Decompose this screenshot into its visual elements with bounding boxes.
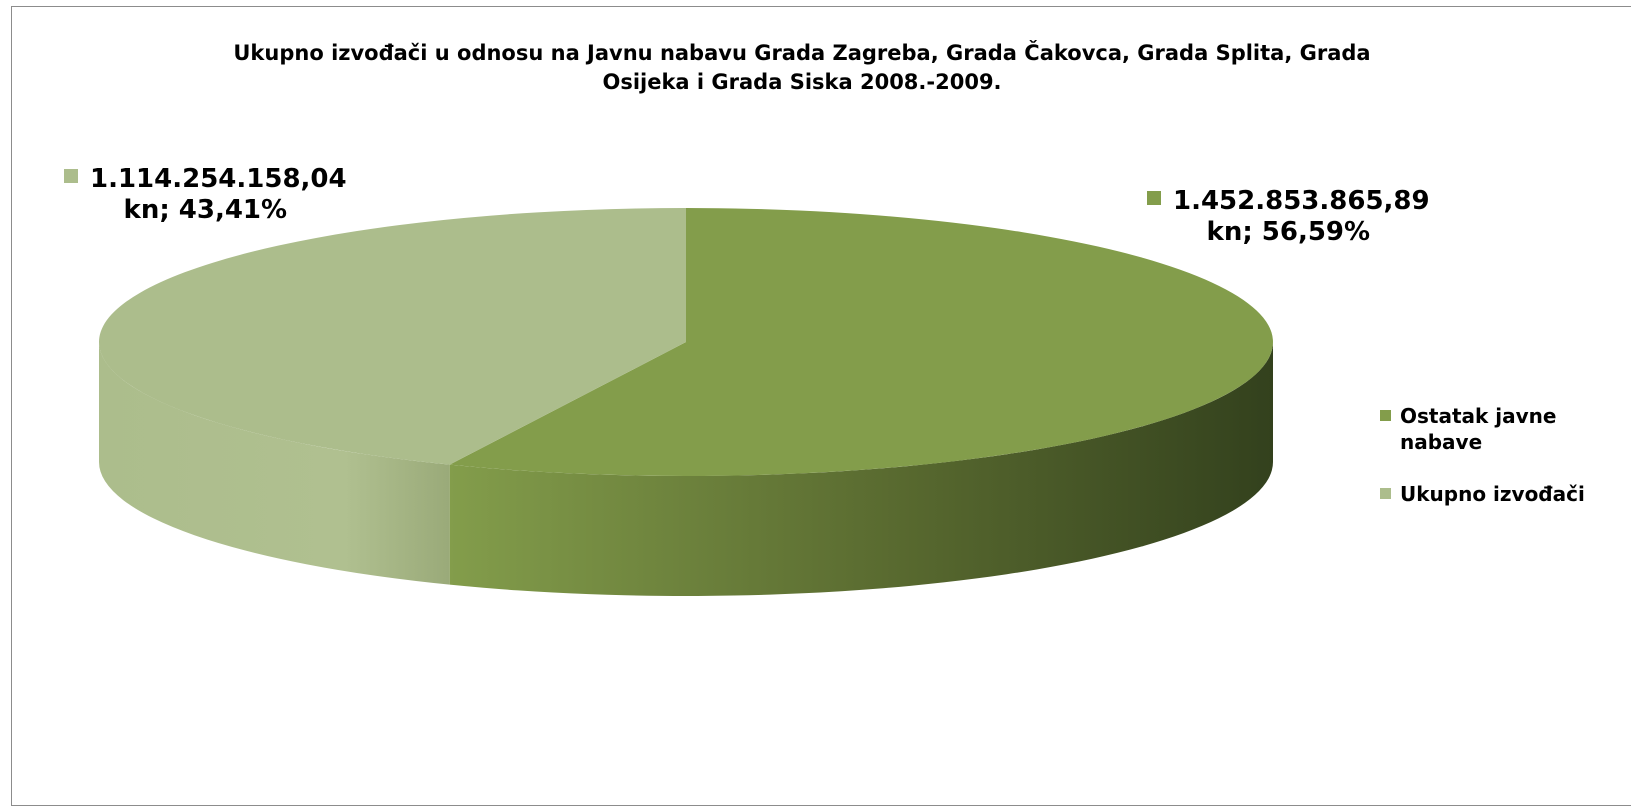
legend-swatch-ostatak-javne-nabave [1380, 410, 1391, 421]
data-label-percent-ukupno-izvodaci: kn; 43,41% [123, 195, 288, 225]
legend-swatch-ukupno-izvodaci [1380, 488, 1391, 499]
legend-item-ostatak-javne-nabave: Ostatak javne nabave [1380, 403, 1620, 455]
data-label-value-ukupno-izvodaci: 1.114.254.158,04 [90, 164, 347, 194]
chart-title-line-1: Ukupno izvođači u odnosu na Javnu nabavu… [233, 41, 1371, 65]
chart-title-line-2: Osijeka i Grada Siska 2008.-2009. [602, 70, 1002, 94]
pie-side-ostatak-javne-nabave [449, 342, 1274, 597]
legend-label-ukupno-izvodaci: Ukupno izvođači [1400, 482, 1585, 506]
pie-slice-ukupno-izvođači [98, 208, 686, 465]
pie-side-ukupno-izvođači [99, 342, 450, 585]
data-label-ostatak-javne-nabave: 1.452.853.865,89 kn; 56,59% [1147, 186, 1430, 248]
data-label-key-ukupno-izvodaci [64, 169, 78, 183]
legend-label-ostatak-javne-nabave: Ostatak javne nabave [1400, 404, 1557, 454]
pie-slice-ostatak-javne-nabave [449, 208, 1273, 476]
data-label-ukupno-izvodaci: 1.114.254.158,04 kn; 43,41% [64, 164, 347, 226]
legend-item-ukupno-izvodaci: Ukupno izvođači [1380, 481, 1620, 507]
data-label-key-ostatak-javne-nabave [1147, 191, 1161, 205]
data-label-percent-ostatak-javne-nabave: kn; 56,59% [1206, 217, 1371, 247]
chart-title: Ukupno izvođači u odnosu na Javnu nabavu… [162, 39, 1442, 97]
data-label-value-ostatak-javne-nabave: 1.452.853.865,89 [1173, 186, 1430, 216]
chart-legend: Ostatak javne nabave Ukupno izvođači [1380, 403, 1620, 533]
pie-3d-chart [98, 208, 1274, 597]
